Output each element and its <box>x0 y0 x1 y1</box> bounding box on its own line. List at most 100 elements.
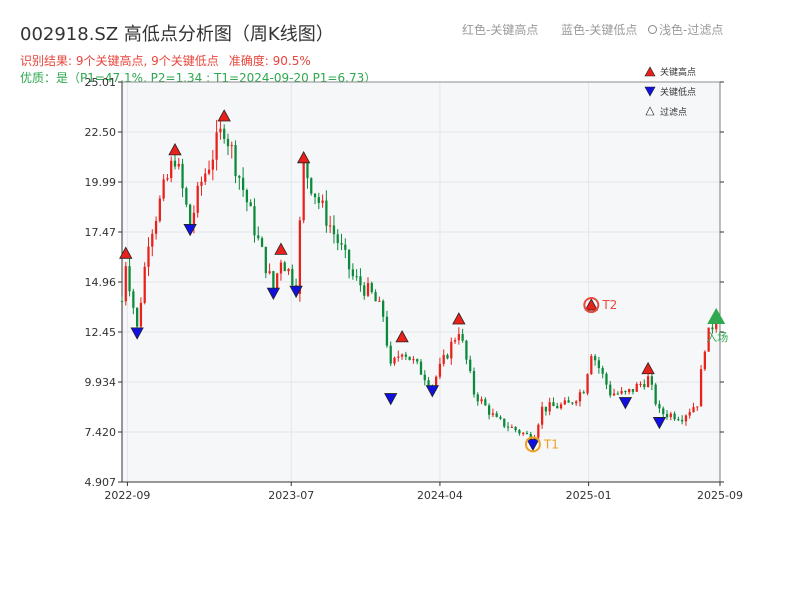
candle-body <box>241 177 245 191</box>
candle-body <box>506 426 510 428</box>
candle-body <box>571 402 574 404</box>
candle-body <box>465 340 468 360</box>
candle-body <box>412 359 415 361</box>
key-low-marker <box>425 385 440 398</box>
candle-body <box>696 406 699 408</box>
candle-body <box>317 197 320 203</box>
candle-body <box>435 376 438 387</box>
candle-body <box>249 202 252 207</box>
candle-body <box>336 234 339 244</box>
candle-body <box>393 357 396 364</box>
candle-body <box>544 406 548 412</box>
candle-body <box>419 361 423 375</box>
candle-body <box>597 360 601 369</box>
candle-body <box>503 418 506 427</box>
key-high-marker <box>168 143 182 156</box>
candle-body <box>540 406 544 425</box>
key-high-marker <box>274 242 288 255</box>
candle-body <box>192 212 196 227</box>
candle-body <box>427 380 430 386</box>
candle-body <box>703 351 706 370</box>
candle-body <box>257 235 260 239</box>
candle-body <box>423 374 426 381</box>
key-low-marker <box>652 417 667 430</box>
candle-body <box>351 269 355 277</box>
candle-body <box>624 390 627 393</box>
candle-body <box>665 414 669 418</box>
candle-body <box>609 384 612 396</box>
candle-body <box>699 369 703 407</box>
candle-body <box>476 394 479 402</box>
candle-body <box>453 340 457 342</box>
y-tick-label: 14.96 <box>85 276 117 289</box>
candle-body <box>276 273 279 290</box>
candle-body <box>188 204 192 227</box>
candle-body <box>207 169 211 174</box>
candle-body <box>162 179 165 199</box>
candle-body <box>325 200 328 226</box>
candle-body <box>128 266 131 292</box>
candle-body <box>669 413 672 418</box>
candle-body <box>154 220 158 234</box>
candle-body <box>510 426 513 428</box>
candle-body <box>245 190 249 203</box>
candle-body <box>639 384 642 386</box>
candle-body <box>291 268 294 286</box>
candle-body <box>662 408 665 415</box>
target-label-t2: T2 <box>601 298 617 312</box>
candle-body <box>310 178 313 194</box>
candle-body <box>264 246 267 274</box>
circle-icon <box>648 25 657 34</box>
candle-body <box>344 244 347 250</box>
candle-body <box>567 400 570 403</box>
candle-body <box>166 177 169 180</box>
candle-body <box>400 354 404 357</box>
candle-body <box>620 390 623 394</box>
y-tick-label: 25.01 <box>85 76 117 89</box>
candle-body <box>374 292 377 302</box>
candle-body <box>181 163 184 189</box>
key-low-marker <box>384 393 398 406</box>
candle-body <box>525 432 529 435</box>
candle-body <box>389 345 392 364</box>
candle-body <box>469 359 472 372</box>
candle-body <box>472 371 476 395</box>
candle-body <box>612 393 616 396</box>
candle-body <box>253 206 256 236</box>
candle-body <box>283 262 286 272</box>
candle-body <box>321 200 324 203</box>
candle-body <box>578 392 582 402</box>
candle-body <box>559 404 563 409</box>
legend-label: 过滤点 <box>660 106 687 118</box>
candle-body <box>329 225 332 227</box>
candle-body <box>601 368 604 374</box>
candle-body <box>677 419 680 421</box>
y-tick-label: 22.50 <box>85 126 117 139</box>
candle-body <box>378 300 381 302</box>
key-low-marker <box>618 397 633 410</box>
candle-body <box>673 413 676 420</box>
legend-high-icon <box>644 66 656 77</box>
candle-body <box>563 400 566 405</box>
y-tick-label: 17.47 <box>85 226 117 239</box>
candle-body <box>715 321 718 330</box>
candle-body <box>631 389 635 392</box>
candle-body <box>635 384 638 392</box>
candle-body <box>359 276 362 286</box>
key-high-marker <box>395 330 409 343</box>
candle-body <box>158 198 161 221</box>
candle-body <box>363 285 366 296</box>
candle-body <box>628 389 631 393</box>
y-tick-label: 4.907 <box>85 476 117 489</box>
candle-body <box>548 402 551 412</box>
candle-body <box>120 301 124 303</box>
candle-body <box>692 407 695 413</box>
candle-body <box>518 430 521 434</box>
candle-body <box>487 405 491 415</box>
candle-body <box>646 376 650 388</box>
y-tick-label: 9.934 <box>85 376 117 389</box>
candle-body <box>438 363 442 377</box>
key-high-marker <box>296 150 311 164</box>
candle-body <box>147 246 150 267</box>
